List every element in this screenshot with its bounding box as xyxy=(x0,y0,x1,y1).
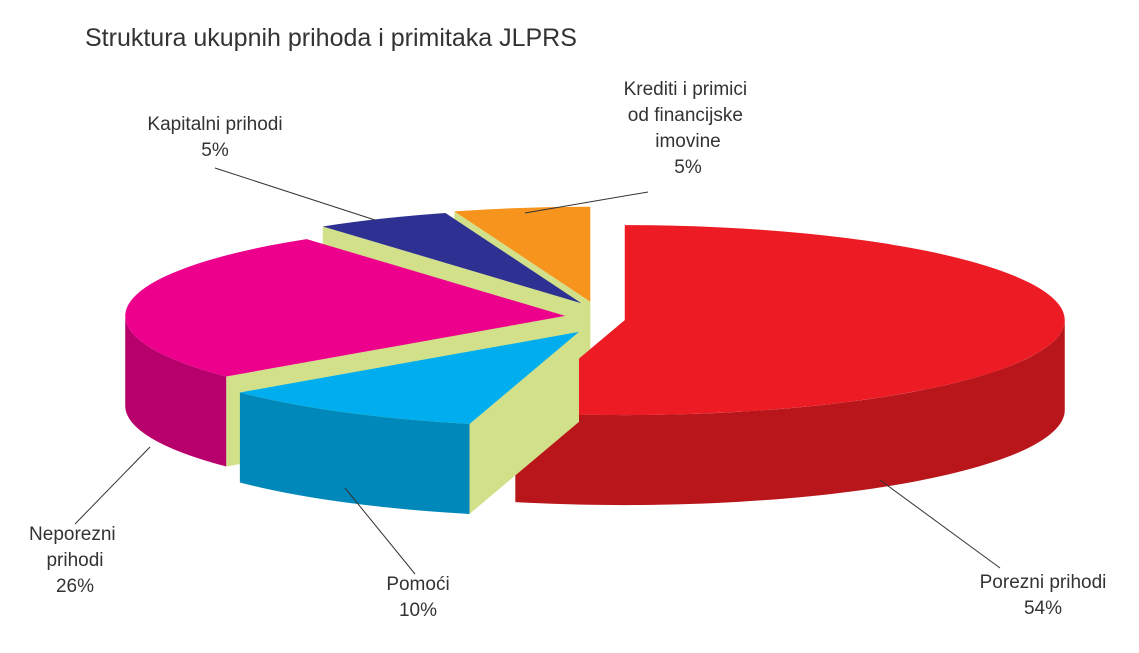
slice-label: Neporezni prihodi xyxy=(29,524,121,571)
slice-top xyxy=(454,206,591,302)
slice-top xyxy=(125,239,566,377)
slice-side xyxy=(239,392,470,514)
slice xyxy=(515,225,1065,506)
leader-line xyxy=(74,446,151,525)
slice-label: Pomoći xyxy=(386,574,449,595)
slice xyxy=(239,331,579,514)
slice-label: Krediti i primici od financijske imovine xyxy=(624,79,753,152)
slice-label: Kapitalni prihodi xyxy=(147,114,282,135)
leader-line xyxy=(524,191,649,214)
slice-side xyxy=(515,320,1065,506)
slice-value-label: 10% xyxy=(399,600,437,621)
slice-label: Porezni prihodi xyxy=(980,572,1107,593)
slice-top xyxy=(239,331,579,424)
leader-line xyxy=(879,479,1001,569)
slice-top xyxy=(322,212,582,304)
slice-value-label: 54% xyxy=(1024,598,1062,619)
chart-title: Struktura ukupnih prihoda i primitaka JL… xyxy=(85,24,577,52)
slice-value-label: 5% xyxy=(674,157,702,178)
slice-value-label: 26% xyxy=(56,576,94,597)
slice-value-label: 5% xyxy=(201,140,229,161)
slice-top xyxy=(515,225,1065,416)
leader-line xyxy=(214,167,376,221)
slice-side xyxy=(125,315,227,467)
leader-line xyxy=(344,487,416,575)
